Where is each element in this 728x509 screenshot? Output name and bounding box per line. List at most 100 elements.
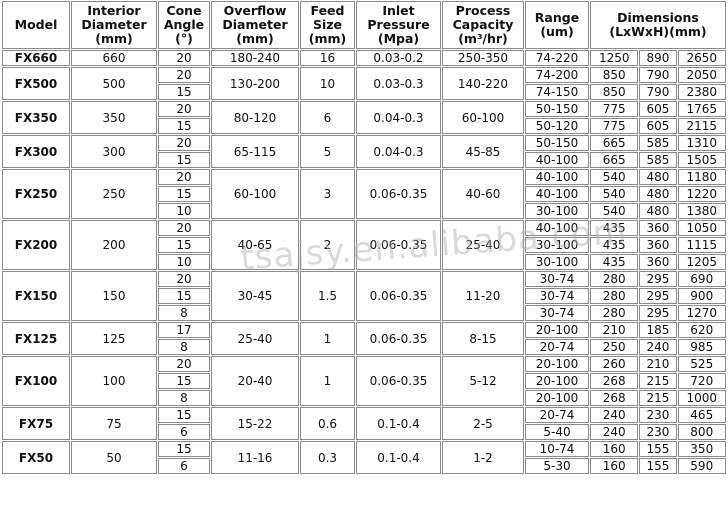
dimension: 540 bbox=[590, 169, 639, 185]
cone-angle: 6 bbox=[158, 424, 210, 440]
table-row: FX250 250 20 60-100 3 0.06-0.35 40-60 40-100 540… bbox=[2, 169, 726, 219]
table-row: FX300 300 20 65-115 5 0.04-0.3 45-85 50-150 665 5… bbox=[2, 135, 726, 168]
process-capacity: 25-40 bbox=[442, 220, 524, 270]
overflow-diameter: 40-65 bbox=[211, 220, 299, 270]
table-row: 15 20-100 268 215 720 bbox=[2, 373, 726, 389]
dimension: 435 bbox=[590, 220, 639, 236]
table-row: 6 5-40 240 230 800 bbox=[2, 424, 726, 440]
model-cell: FX125 bbox=[2, 322, 70, 355]
dimension: 690 bbox=[677, 271, 726, 287]
feed-size: 1.5 bbox=[300, 271, 355, 321]
dimension: 215 bbox=[639, 373, 677, 389]
dimension: 480 bbox=[639, 203, 677, 219]
feed-size: 1 bbox=[300, 322, 355, 355]
interior-diameter: 500 bbox=[71, 67, 157, 100]
range: 74-200 bbox=[525, 67, 589, 83]
cone-angle: 20 bbox=[158, 50, 210, 66]
dimension: 360 bbox=[639, 237, 677, 253]
dimension: 2050 bbox=[677, 67, 726, 83]
table-row: FX75 75 15 15-22 0.6 0.1-0.4 2-5 20-74 240 230 465 bbox=[2, 407, 726, 440]
range: 40-100 bbox=[525, 152, 589, 168]
cone-angle: 20 bbox=[158, 356, 210, 372]
dimension: 280 bbox=[590, 288, 639, 304]
model-cell: FX250 bbox=[2, 169, 70, 219]
dimension: 585 bbox=[639, 152, 677, 168]
table-row: FX100 100 20 20-40 1 0.06-0.35 5-12 20-100 260 21… bbox=[2, 356, 726, 406]
process-capacity: 140-220 bbox=[442, 67, 524, 100]
table-row: 15 74-150 850 790 2380 bbox=[2, 84, 726, 100]
model-cell: FX300 bbox=[2, 135, 70, 168]
table-row: 15 40-100 540 480 1220 bbox=[2, 186, 726, 202]
dimension: 1270 bbox=[677, 305, 726, 321]
cone-angle: 15 bbox=[158, 84, 210, 100]
dimension: 850 bbox=[590, 67, 639, 83]
cone-angle: 20 bbox=[158, 101, 210, 117]
dimension: 280 bbox=[590, 271, 639, 287]
range: 30-100 bbox=[525, 254, 589, 270]
cone-angle: 15 bbox=[158, 152, 210, 168]
dimension: 790 bbox=[639, 67, 677, 83]
table-row: FX660 660 20 180-240 16 0.03-0.2 250-350 74-220… bbox=[2, 50, 726, 66]
dimension: 1765 bbox=[677, 101, 726, 117]
interior-diameter: 100 bbox=[71, 356, 157, 406]
dimension: 360 bbox=[639, 220, 677, 236]
dimension: 480 bbox=[639, 186, 677, 202]
table-row: 6 5-30 160 155 590 bbox=[2, 458, 726, 474]
feed-size: 2 bbox=[300, 220, 355, 270]
inlet-pressure: 0.06-0.35 bbox=[356, 322, 441, 355]
range: 50-150 bbox=[525, 101, 589, 117]
dimension: 1000 bbox=[677, 390, 726, 406]
inlet-pressure: 0.06-0.35 bbox=[356, 220, 441, 270]
range: 20-74 bbox=[525, 407, 589, 423]
overflow-diameter: 80-120 bbox=[211, 101, 299, 134]
dimension: 720 bbox=[677, 373, 726, 389]
cone-angle: 15 bbox=[158, 288, 210, 304]
range: 50-120 bbox=[525, 118, 589, 134]
dimension: 665 bbox=[590, 152, 639, 168]
model-cell: FX100 bbox=[2, 356, 70, 406]
dimension: 435 bbox=[590, 237, 639, 253]
dimension: 1310 bbox=[677, 135, 726, 151]
column-header: Cone Angle (°) bbox=[158, 1, 210, 49]
process-capacity: 60-100 bbox=[442, 101, 524, 134]
cone-angle: 20 bbox=[158, 220, 210, 236]
inlet-pressure: 0.03-0.3 bbox=[356, 67, 441, 100]
process-capacity: 45-85 bbox=[442, 135, 524, 168]
cone-angle: 10 bbox=[158, 203, 210, 219]
cone-angle: 8 bbox=[158, 339, 210, 355]
interior-diameter: 660 bbox=[71, 50, 157, 66]
dimension: 540 bbox=[590, 203, 639, 219]
dimension: 435 bbox=[590, 254, 639, 270]
process-capacity: 5-12 bbox=[442, 356, 524, 406]
inlet-pressure: 0.04-0.3 bbox=[356, 135, 441, 168]
range: 5-30 bbox=[525, 458, 589, 474]
cone-angle: 6 bbox=[158, 458, 210, 474]
overflow-diameter: 20-40 bbox=[211, 356, 299, 406]
feed-size: 0.6 bbox=[300, 407, 355, 440]
dimension: 2115 bbox=[677, 118, 726, 134]
cone-angle: 15 bbox=[158, 118, 210, 134]
inlet-pressure: 0.1-0.4 bbox=[356, 441, 441, 474]
dimension: 155 bbox=[639, 441, 677, 457]
dimension: 480 bbox=[639, 169, 677, 185]
table-row: FX150 150 20 30-45 1.5 0.06-0.35 11-20 30-74 280… bbox=[2, 271, 726, 321]
range: 20-100 bbox=[525, 390, 589, 406]
dimension: 155 bbox=[639, 458, 677, 474]
header-row: Model Interior Diameter (mm) Cone Angle (°… bbox=[2, 1, 726, 49]
interior-diameter: 350 bbox=[71, 101, 157, 134]
inlet-pressure: 0.03-0.2 bbox=[356, 50, 441, 66]
range: 20-100 bbox=[525, 373, 589, 389]
dimension: 268 bbox=[590, 390, 639, 406]
dimension: 1115 bbox=[677, 237, 726, 253]
model-cell: FX500 bbox=[2, 67, 70, 100]
cone-angle: 20 bbox=[158, 169, 210, 185]
cone-angle: 15 bbox=[158, 441, 210, 457]
model-cell: FX660 bbox=[2, 50, 70, 66]
column-header: Model bbox=[2, 1, 70, 49]
process-capacity: 1-2 bbox=[442, 441, 524, 474]
inlet-pressure: 0.04-0.3 bbox=[356, 101, 441, 134]
dimension: 295 bbox=[639, 305, 677, 321]
range: 20-100 bbox=[525, 356, 589, 372]
dimension: 1505 bbox=[677, 152, 726, 168]
